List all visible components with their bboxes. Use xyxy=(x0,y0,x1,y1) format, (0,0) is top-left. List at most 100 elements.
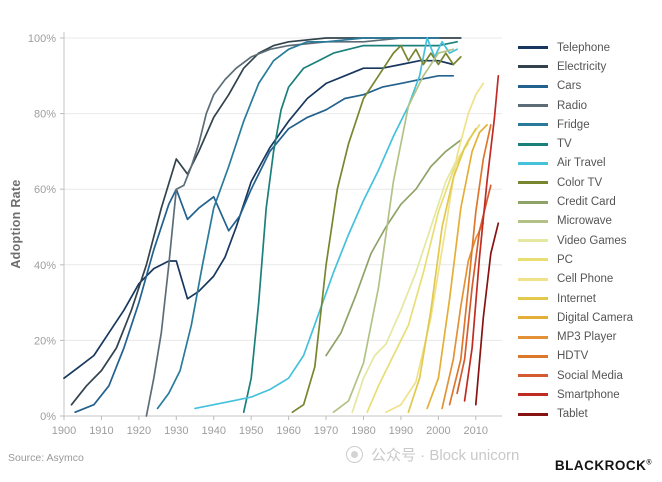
legend-swatch xyxy=(518,393,548,397)
y-tick-label: 80% xyxy=(34,109,56,121)
legend-item: Telephone xyxy=(518,38,633,57)
legend-item: Digital Camera xyxy=(518,308,633,327)
series-line-tv xyxy=(242,40,458,414)
registered-trademark-icon: ® xyxy=(646,459,652,467)
x-tick-label: 1970 xyxy=(314,425,338,437)
legend-swatch xyxy=(518,181,548,185)
legend-swatch xyxy=(518,161,548,165)
legend-swatch xyxy=(518,354,548,358)
series-line-credit-card xyxy=(325,139,462,357)
legend-label: Electricity xyxy=(557,60,607,73)
legend-label: TV xyxy=(557,138,572,151)
series-line-cell-phone xyxy=(385,82,485,414)
legend-item: Fridge xyxy=(518,115,633,134)
legend-item: PC xyxy=(518,250,633,269)
x-tick-label: 2000 xyxy=(426,425,450,437)
legend-item: HDTV xyxy=(518,347,633,366)
legend-item: Electricity xyxy=(518,57,633,76)
legend-swatch xyxy=(518,335,548,339)
x-tick-label: 1990 xyxy=(389,425,413,437)
legend-label: MP3 Player xyxy=(557,331,617,344)
legend-label: Air Travel xyxy=(557,157,606,170)
legend-swatch xyxy=(518,258,548,262)
legend-item: Video Games xyxy=(518,231,633,250)
x-tick-label: 1930 xyxy=(164,425,188,437)
wechat-account-icon xyxy=(346,446,363,463)
legend-swatch xyxy=(518,219,548,223)
series-line-mp3-player xyxy=(441,222,485,410)
legend-swatch xyxy=(518,123,548,127)
legend-label: Radio xyxy=(557,99,588,112)
x-tick-label: 1960 xyxy=(276,425,300,437)
series-line-telephone xyxy=(63,59,455,380)
series-line-tablet xyxy=(474,222,500,406)
series-line-smartphone xyxy=(463,74,500,402)
series-line-electricity xyxy=(70,37,462,406)
legend-item: Tablet xyxy=(518,405,633,424)
legend-item: MP3 Player xyxy=(518,327,633,346)
legend-label: Fridge xyxy=(557,118,590,131)
legend-label: Color TV xyxy=(557,176,603,189)
legend-item: Microwave xyxy=(518,212,633,231)
x-tick-label: 1900 xyxy=(52,425,76,437)
series-line-digital-camera xyxy=(426,124,488,410)
watermark: 公众号 · Block unicorn xyxy=(346,444,519,465)
x-tick-label: 1920 xyxy=(127,425,151,437)
source-credit: Source: Asymco xyxy=(8,452,84,464)
legend-label: Internet xyxy=(557,292,596,305)
legend-label: Cell Phone xyxy=(557,273,614,286)
legend-swatch xyxy=(518,297,548,300)
legend-label: HDTV xyxy=(557,350,589,363)
legend-item: Credit Card xyxy=(518,192,633,211)
legend-label: Telephone xyxy=(557,41,611,54)
blackrock-wordmark: BLACKROCK xyxy=(554,458,647,473)
legend-swatch xyxy=(518,46,548,50)
series-line-air-travel xyxy=(194,37,458,410)
series-line-cars xyxy=(74,74,455,414)
legend-item: Radio xyxy=(518,96,633,115)
y-tick-label: 20% xyxy=(34,335,56,347)
series-line-radio xyxy=(145,37,440,417)
y-tick-label: 0% xyxy=(40,411,56,423)
legend-label: Digital Camera xyxy=(557,311,634,324)
series-line-hdtv xyxy=(448,124,492,406)
series-line-color-tv xyxy=(291,44,462,414)
blackrock-logo: BLACKROCK® xyxy=(555,458,652,473)
legend-item: TV xyxy=(518,134,633,153)
legend-label: Tablet xyxy=(557,408,588,421)
legend-label: Video Games xyxy=(557,234,627,247)
watermark-text: 公众号 · Block unicorn xyxy=(371,447,520,464)
legend-item: Cars xyxy=(518,77,633,96)
x-tick-label: 1950 xyxy=(239,425,263,437)
legend-swatch xyxy=(518,200,548,204)
x-tick-label: 2010 xyxy=(464,425,488,437)
legend-label: Cars xyxy=(557,80,582,93)
legend-label: Microwave xyxy=(557,215,612,228)
legend-swatch xyxy=(518,239,548,243)
legend-swatch xyxy=(518,84,548,88)
y-tick-label: 40% xyxy=(34,260,56,272)
legend-item: Smartphone xyxy=(518,385,633,404)
legend-swatch xyxy=(518,65,548,69)
legend-item: Social Media xyxy=(518,366,633,385)
legend-label: Social Media xyxy=(557,369,623,382)
series-line-internet xyxy=(407,127,477,414)
y-tick-label: 100% xyxy=(28,33,56,45)
legend-label: PC xyxy=(557,253,573,266)
legend-swatch xyxy=(518,277,548,281)
legend: Telephone Electricity Cars Radio Fridge TV Air… xyxy=(518,38,633,424)
x-tick-label: 1910 xyxy=(89,425,113,437)
x-tick-label: 1980 xyxy=(351,425,375,437)
legend-swatch xyxy=(518,374,548,378)
legend-item: Internet xyxy=(518,289,633,308)
series-line-microwave xyxy=(332,48,455,414)
legend-label: Smartphone xyxy=(557,388,620,401)
legend-swatch xyxy=(518,142,548,146)
legend-swatch xyxy=(518,104,548,108)
x-tick-label: 1940 xyxy=(202,425,226,437)
series-line-video-games xyxy=(351,142,470,414)
y-tick-label: 60% xyxy=(34,184,56,196)
legend-item: Cell Phone xyxy=(518,270,633,289)
adoption-rate-chart: 0% 20% 40% 60% 80% 100% 1900 1910 1920 1930 1940 19… xyxy=(28,32,502,437)
